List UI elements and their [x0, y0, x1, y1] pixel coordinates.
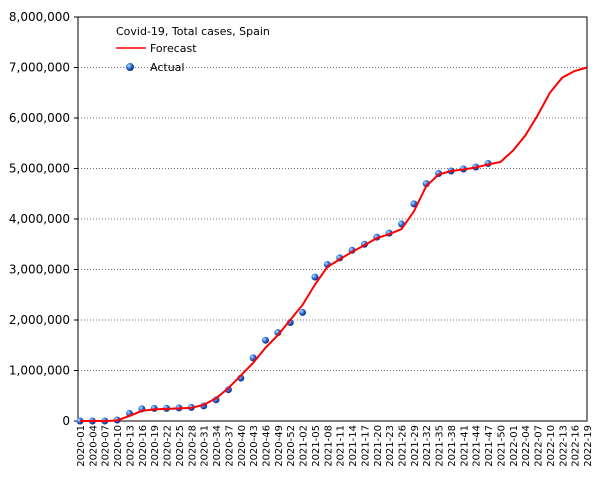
- plot-frame: [77, 16, 588, 422]
- x-tick-label: 2022-19: [583, 425, 594, 467]
- x-tick-label: 2020-49: [274, 425, 285, 467]
- x-tick-label: 2020-40: [237, 425, 248, 467]
- x-tick-label: 2020-43: [249, 425, 260, 467]
- x-tick-label: 2020-31: [200, 425, 211, 467]
- y-tick-label: 7,000,000: [9, 61, 70, 75]
- y-tick-label: 2,000,000: [9, 313, 70, 327]
- x-tick-label: 2020-10: [113, 425, 124, 467]
- x-tick-label: 2022-01: [509, 425, 520, 467]
- legend-label: Forecast: [150, 42, 197, 55]
- y-tick-label: 1,000,000: [9, 364, 70, 378]
- x-tick-label: 2022-07: [534, 425, 545, 467]
- actual-point: [261, 336, 269, 344]
- x-tick-label: 2021-05: [311, 425, 322, 467]
- x-tick-label: 2020-22: [163, 425, 174, 467]
- y-tick-label: 8,000,000: [9, 10, 70, 24]
- legend-label: Actual: [150, 61, 184, 74]
- actual-point: [299, 308, 307, 316]
- x-tick-label: 2020-34: [212, 425, 223, 467]
- legend-title: Covid-19, Total cases, Spain: [116, 25, 270, 38]
- x-tick-label: 2021-02: [299, 425, 310, 467]
- x-tick-label: 2021-44: [472, 425, 483, 467]
- y-tick-label: 5,000,000: [9, 162, 70, 176]
- x-tick-label: 2020-37: [224, 425, 235, 467]
- x-tick-label: 2020-16: [138, 425, 149, 467]
- x-tick-label: 2020-13: [125, 425, 136, 467]
- x-tick-label: 2022-13: [558, 425, 569, 467]
- x-tick-label: 2021-50: [496, 425, 507, 467]
- x-tick-label: 2020-07: [101, 425, 112, 467]
- forecast-line: [80, 66, 588, 422]
- x-tick-label: 2020-04: [88, 425, 99, 467]
- actual-point: [224, 386, 232, 394]
- x-tick-label: 2021-26: [398, 425, 409, 467]
- y-tick-label: 3,000,000: [9, 263, 70, 277]
- y-tick-label: 6,000,000: [9, 111, 70, 125]
- x-tick-label: 2021-29: [410, 425, 421, 467]
- x-tick-label: 2021-35: [435, 425, 446, 467]
- x-tick-label: 2021-11: [336, 425, 347, 467]
- x-tick-label: 2021-23: [385, 425, 396, 467]
- x-tick-label: 2021-14: [348, 425, 359, 467]
- x-tick-label: 2020-52: [286, 425, 297, 467]
- x-tick-label: 2021-38: [447, 425, 458, 467]
- x-tick-label: 2021-08: [323, 425, 334, 467]
- legend-dot: [126, 63, 134, 71]
- y-tick-label: 4,000,000: [9, 212, 70, 226]
- y-tick-label: 0: [62, 414, 70, 428]
- x-tick-label: 2020-19: [150, 425, 161, 467]
- x-tick-label: 2021-32: [422, 425, 433, 467]
- x-tick-label: 2021-17: [360, 425, 371, 467]
- x-tick-label: 2021-47: [484, 425, 495, 467]
- x-tick-label: 2021-20: [373, 425, 384, 467]
- x-tick-label: 2020-46: [261, 425, 272, 467]
- x-tick-label: 2022-04: [521, 425, 532, 467]
- x-tick-label: 2020-25: [175, 425, 186, 467]
- x-tick-label: 2020-28: [187, 425, 198, 467]
- x-tick-label: 2022-10: [546, 425, 557, 467]
- x-tick-label: 2022-16: [571, 425, 582, 467]
- x-tick-label: 2021-41: [459, 425, 470, 467]
- actual-point: [311, 273, 319, 281]
- x-tick-label: 2020-01: [76, 425, 87, 467]
